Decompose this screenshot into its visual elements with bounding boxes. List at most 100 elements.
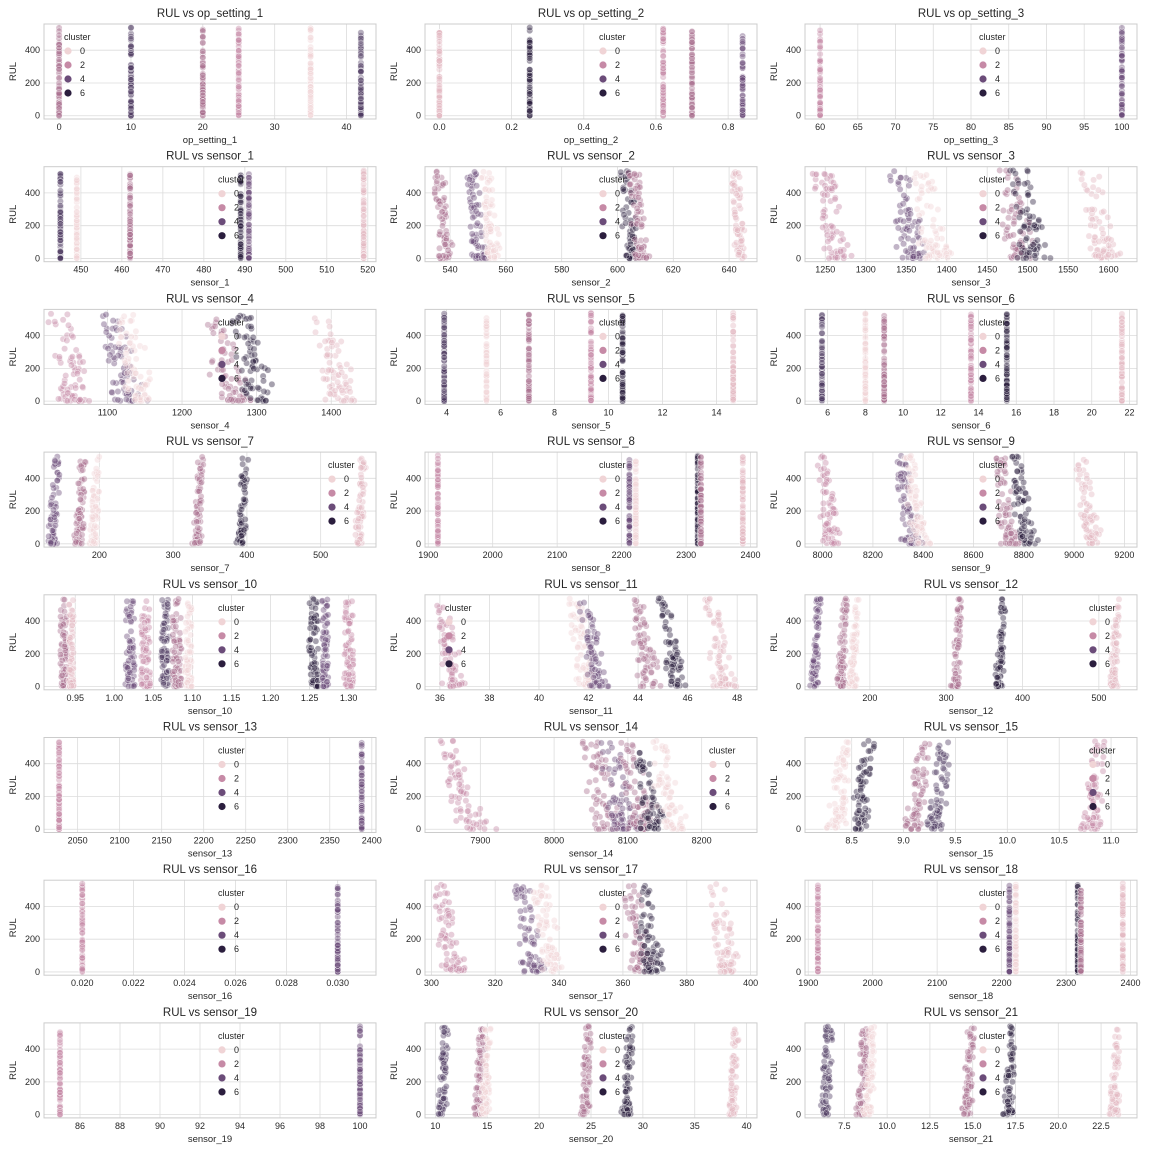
data-point	[360, 186, 368, 194]
data-point	[268, 380, 276, 388]
subplot-title: RUL vs sensor_2	[547, 151, 635, 163]
data-point	[1005, 214, 1012, 222]
data-point	[227, 395, 235, 403]
legend-label: 6	[615, 231, 620, 241]
data-point	[127, 84, 135, 92]
data-point	[880, 347, 888, 355]
data-point	[127, 317, 134, 325]
data-point	[688, 64, 696, 72]
data-point	[738, 220, 746, 228]
data-point	[480, 168, 487, 176]
data-point	[307, 104, 314, 112]
data-point	[1004, 186, 1011, 194]
y-tick-label: 200	[786, 506, 801, 516]
data-point	[434, 466, 442, 474]
data-point	[526, 90, 534, 98]
data-point	[1030, 221, 1038, 229]
data-point	[55, 62, 63, 70]
data-point	[241, 516, 249, 523]
legend-label: 6	[995, 231, 1000, 241]
data-point	[734, 226, 741, 234]
data-point	[117, 333, 125, 341]
data-point	[436, 244, 443, 252]
legend-label: 4	[234, 359, 239, 369]
data-point	[824, 237, 832, 245]
data-point	[146, 375, 154, 383]
data-point	[55, 44, 63, 52]
legend-title: cluster	[979, 317, 1006, 327]
legend-label: 0	[344, 474, 349, 484]
data-point	[57, 170, 64, 178]
data-point	[65, 321, 72, 329]
data-point	[1041, 241, 1049, 249]
data-point	[904, 500, 911, 508]
data-point	[495, 230, 503, 238]
legend-title: cluster	[218, 317, 245, 327]
data-point	[55, 112, 63, 120]
legend-label: 6	[995, 373, 1000, 383]
data-point	[907, 536, 915, 544]
legend-marker	[599, 232, 607, 240]
data-point	[739, 45, 746, 52]
x-axis-label: sensor_5	[571, 420, 610, 431]
data-point	[196, 500, 204, 508]
data-point	[78, 540, 86, 548]
data-point	[220, 326, 228, 334]
y-tick-label: 200	[406, 221, 421, 231]
data-point	[819, 197, 827, 205]
data-point	[619, 369, 626, 377]
data-point	[1118, 340, 1126, 348]
data-point	[204, 321, 212, 329]
legend-marker	[599, 89, 607, 97]
data-point	[326, 323, 333, 330]
data-point	[927, 184, 935, 192]
data-point	[48, 494, 56, 502]
data-point	[357, 85, 365, 93]
legend-label: 2	[234, 345, 239, 355]
x-tick-label: 1300	[247, 407, 267, 417]
data-point	[923, 244, 930, 252]
data-point	[483, 360, 490, 368]
data-point	[85, 397, 93, 405]
data-point	[357, 464, 365, 472]
data-point	[347, 365, 355, 373]
data-point	[131, 369, 139, 377]
data-point	[55, 50, 63, 57]
data-point	[51, 318, 59, 326]
data-point	[307, 59, 314, 67]
x-tick-label: 8000	[813, 550, 833, 560]
data-point	[55, 108, 63, 116]
legend-label: 0	[80, 46, 85, 56]
data-point	[1118, 52, 1126, 59]
data-point	[69, 353, 76, 361]
data-point	[77, 495, 84, 503]
x-tick-label: 2300	[676, 550, 696, 560]
data-point	[904, 508, 912, 516]
data-point	[260, 388, 268, 395]
data-point	[126, 184, 134, 192]
data-point	[57, 228, 64, 236]
data-point	[106, 351, 114, 359]
legend-label: 6	[234, 231, 239, 241]
data-point	[740, 253, 748, 261]
data-point	[239, 538, 247, 546]
legend-marker	[599, 190, 607, 198]
data-point	[880, 335, 888, 343]
y-tick-label: 200	[25, 506, 40, 516]
data-point	[55, 56, 63, 63]
data-point	[626, 488, 633, 496]
data-point	[55, 58, 63, 66]
data-point	[526, 72, 534, 79]
data-point	[1047, 254, 1054, 262]
data-point	[245, 210, 253, 218]
data-point	[921, 236, 929, 244]
x-tick-label: 8200	[863, 550, 883, 560]
data-point	[918, 189, 926, 197]
data-point	[199, 33, 207, 41]
data-point	[1034, 536, 1042, 544]
legend-label: 2	[80, 60, 85, 70]
legend-label: 6	[995, 88, 1000, 98]
data-point	[199, 98, 207, 106]
data-point	[472, 207, 480, 215]
